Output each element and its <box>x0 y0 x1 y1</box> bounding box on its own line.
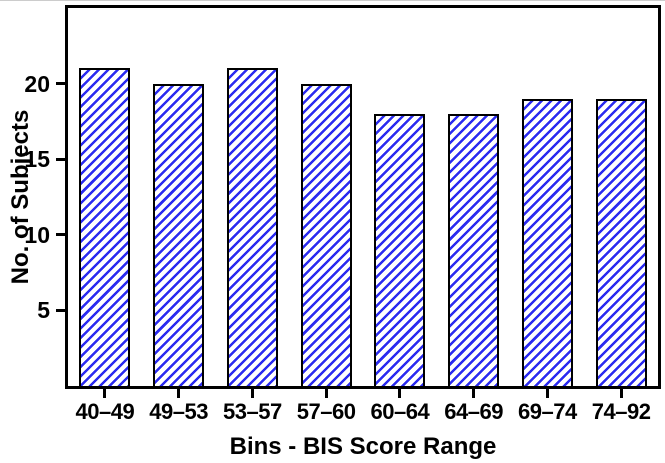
x-tick-label: 57–60 <box>296 399 356 424</box>
bar-74–92 <box>595 98 647 386</box>
x-tick-label: 40–49 <box>75 399 135 424</box>
y-tick-mark <box>56 233 65 237</box>
bar-69–74 <box>521 98 573 386</box>
x-tick-mark <box>545 389 549 398</box>
x-tick-label: 49–53 <box>149 399 208 424</box>
bar-49–53 <box>153 83 205 386</box>
bar-64–69 <box>448 113 500 386</box>
bar-60–64 <box>374 113 426 386</box>
x-tick-mark <box>472 389 476 398</box>
x-tick-mark <box>103 389 107 398</box>
x-tick-label: 69–74 <box>518 399 577 424</box>
y-tick-mark <box>56 82 65 86</box>
x-tick-label: 53–57 <box>223 399 282 424</box>
x-tick-mark <box>619 389 623 398</box>
x-axis-label: Bins - BIS Score Range <box>229 433 497 460</box>
x-tick-label: 74–92 <box>591 399 651 424</box>
bar-40–49 <box>79 68 131 386</box>
x-tick-label: 64–69 <box>444 399 503 424</box>
y-tick-label: 10 <box>24 221 50 248</box>
y-axis-label: No. of Subjects <box>7 109 34 285</box>
y-tick-mark <box>56 157 65 161</box>
x-tick-mark <box>250 389 254 398</box>
y-tick-label: 15 <box>24 146 50 173</box>
y-tick-label: 5 <box>37 297 50 324</box>
x-tick-mark <box>398 389 402 398</box>
y-tick-mark <box>56 308 65 312</box>
y-tick-label: 20 <box>24 70 50 97</box>
x-tick-label: 60–64 <box>370 399 430 424</box>
bar-57–60 <box>300 83 352 386</box>
plot-area <box>65 5 661 389</box>
x-tick-mark <box>324 389 328 398</box>
x-tick-mark <box>177 389 181 398</box>
bar-53–57 <box>226 68 278 386</box>
